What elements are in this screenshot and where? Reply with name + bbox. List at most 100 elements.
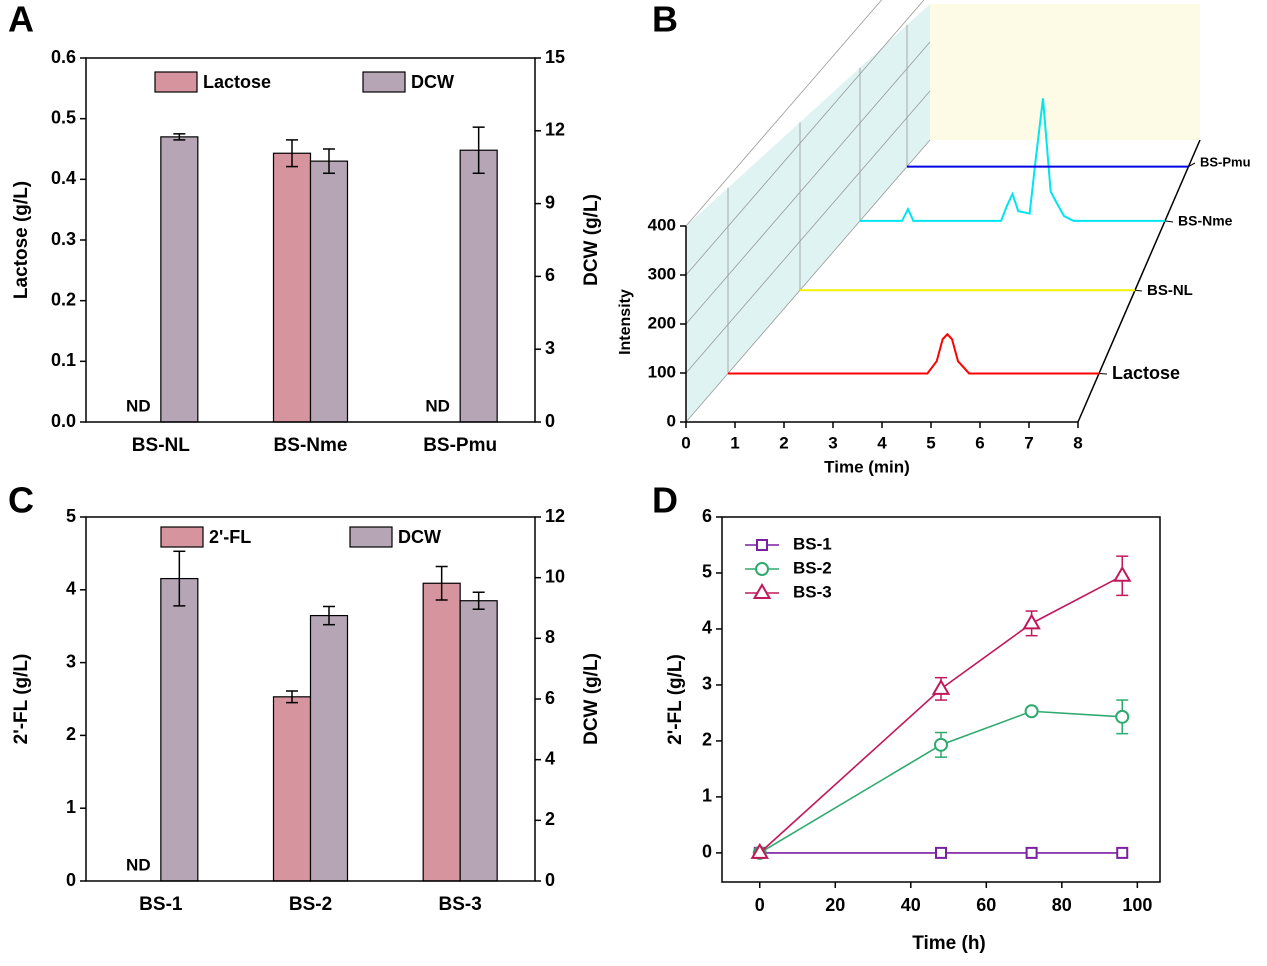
value-label: ND [126,855,151,874]
marker [750,842,769,859]
x-tick-label: 5 [926,433,935,452]
grid-line [685,90,931,374]
x-tick-label: 3 [828,433,837,452]
y-tick-label: 100 [648,362,676,381]
legend-marker [755,562,769,576]
x-tick-label: 8 [1073,433,1082,452]
grid-line [685,41,931,325]
legend-marker [756,539,768,551]
x-axis-title: Time (min) [824,457,910,476]
marker [1024,704,1039,719]
grid-line [685,139,931,423]
x-tick-label: 7 [1024,433,1033,452]
y-axis-title: Lactose (g/L) [11,181,32,299]
y-tick-label: 0 [66,870,76,890]
legend-swatch [154,71,198,93]
y-tick-label: 1 [66,797,76,817]
bar [272,696,312,882]
y2-tick-label: 10 [545,566,565,586]
x-tick-label: 80 [1052,895,1072,915]
y-axis-title: 2'-FL (g/L) [665,654,686,745]
bar [309,160,349,423]
side-wall [686,4,930,422]
y-axis-title: 2'-FL (g/L) [11,654,32,745]
marker [935,846,947,859]
grid-line [685,0,925,276]
y-tick-label: 0.4 [51,168,76,188]
grid-line [685,0,883,227]
marker [1113,565,1132,582]
bar [160,136,199,423]
y-tick-label: 5 [702,562,712,582]
trace [728,332,1099,375]
bar [459,600,498,882]
y-tick-label: 6 [702,506,712,526]
line [759,575,1123,854]
legend-marker [752,582,772,599]
y2-tick-label: 4 [545,748,555,768]
y-tick-label: 3 [66,651,76,671]
floor-edge [1077,139,1201,423]
bar [422,582,461,882]
y-tick-label: 2 [702,730,712,750]
marker [934,737,948,752]
x-tick-label: 0 [755,895,765,915]
y-tick-label: 5 [66,506,76,526]
x-tick-label: BS-Nme [274,435,348,456]
label-leader [1098,372,1108,375]
label-leader [1164,220,1174,223]
value-label: ND [425,396,450,415]
x-tick-label: 6 [975,433,984,452]
panel-letter: A [8,0,34,40]
y-tick-label: 0.1 [51,350,76,370]
legend-label: DCW [398,527,441,547]
y-tick-label: 0.3 [51,229,76,249]
trace-label: BS-Nme [1178,213,1233,229]
y2-axis-title: DCW (g/L) [581,653,602,745]
y-tick-label: 2 [66,724,76,744]
x-tick-label: BS-Pmu [423,435,497,456]
marker [931,678,951,695]
y2-tick-label: 12 [545,506,565,526]
line [759,710,1123,854]
label-leader [1188,162,1196,168]
trace-label: Lactose [1112,363,1180,383]
y-tick-label: 400 [648,215,676,234]
trace [860,98,1165,222]
legend-label: BS-1 [793,534,832,553]
marker [1116,846,1129,859]
marker [1025,846,1038,859]
x-tick-label: 40 [901,895,921,915]
legend-label: 2'-FL [209,527,251,547]
y2-tick-label: 9 [545,192,555,212]
legend-label: BS-2 [793,558,832,577]
x-tick-label: BS-NL [132,435,190,456]
x-tick-label: BS-1 [139,894,183,915]
bar [309,614,349,882]
y-tick-label: 0.5 [51,107,76,127]
x-tick-label: 1 [730,433,739,452]
label-leader [1134,289,1143,292]
y-tick-label: 0.2 [51,289,76,309]
x-tick-label: BS-3 [439,894,482,915]
y2-tick-label: 15 [545,47,565,67]
x-tick-label: 0 [681,433,690,452]
y2-tick-label: 0 [545,411,555,431]
y-tick-label: 0.0 [51,411,76,431]
y2-tick-label: 12 [545,120,565,140]
bar [160,577,199,882]
y-axis-title: Intensity [617,289,634,355]
y-tick-label: 0 [667,411,676,430]
trace-label: BS-NL [1147,282,1193,299]
x-tick-label: 4 [877,433,887,452]
y-tick-label: 0 [702,842,712,862]
marker [1115,709,1130,724]
y-tick-label: 4 [702,618,712,638]
y-tick-label: 1 [702,786,712,806]
x-axis-title: Time (h) [912,933,986,954]
y2-tick-label: 0 [545,870,555,890]
legend-swatch [349,526,393,548]
y2-tick-label: 2 [545,809,555,829]
